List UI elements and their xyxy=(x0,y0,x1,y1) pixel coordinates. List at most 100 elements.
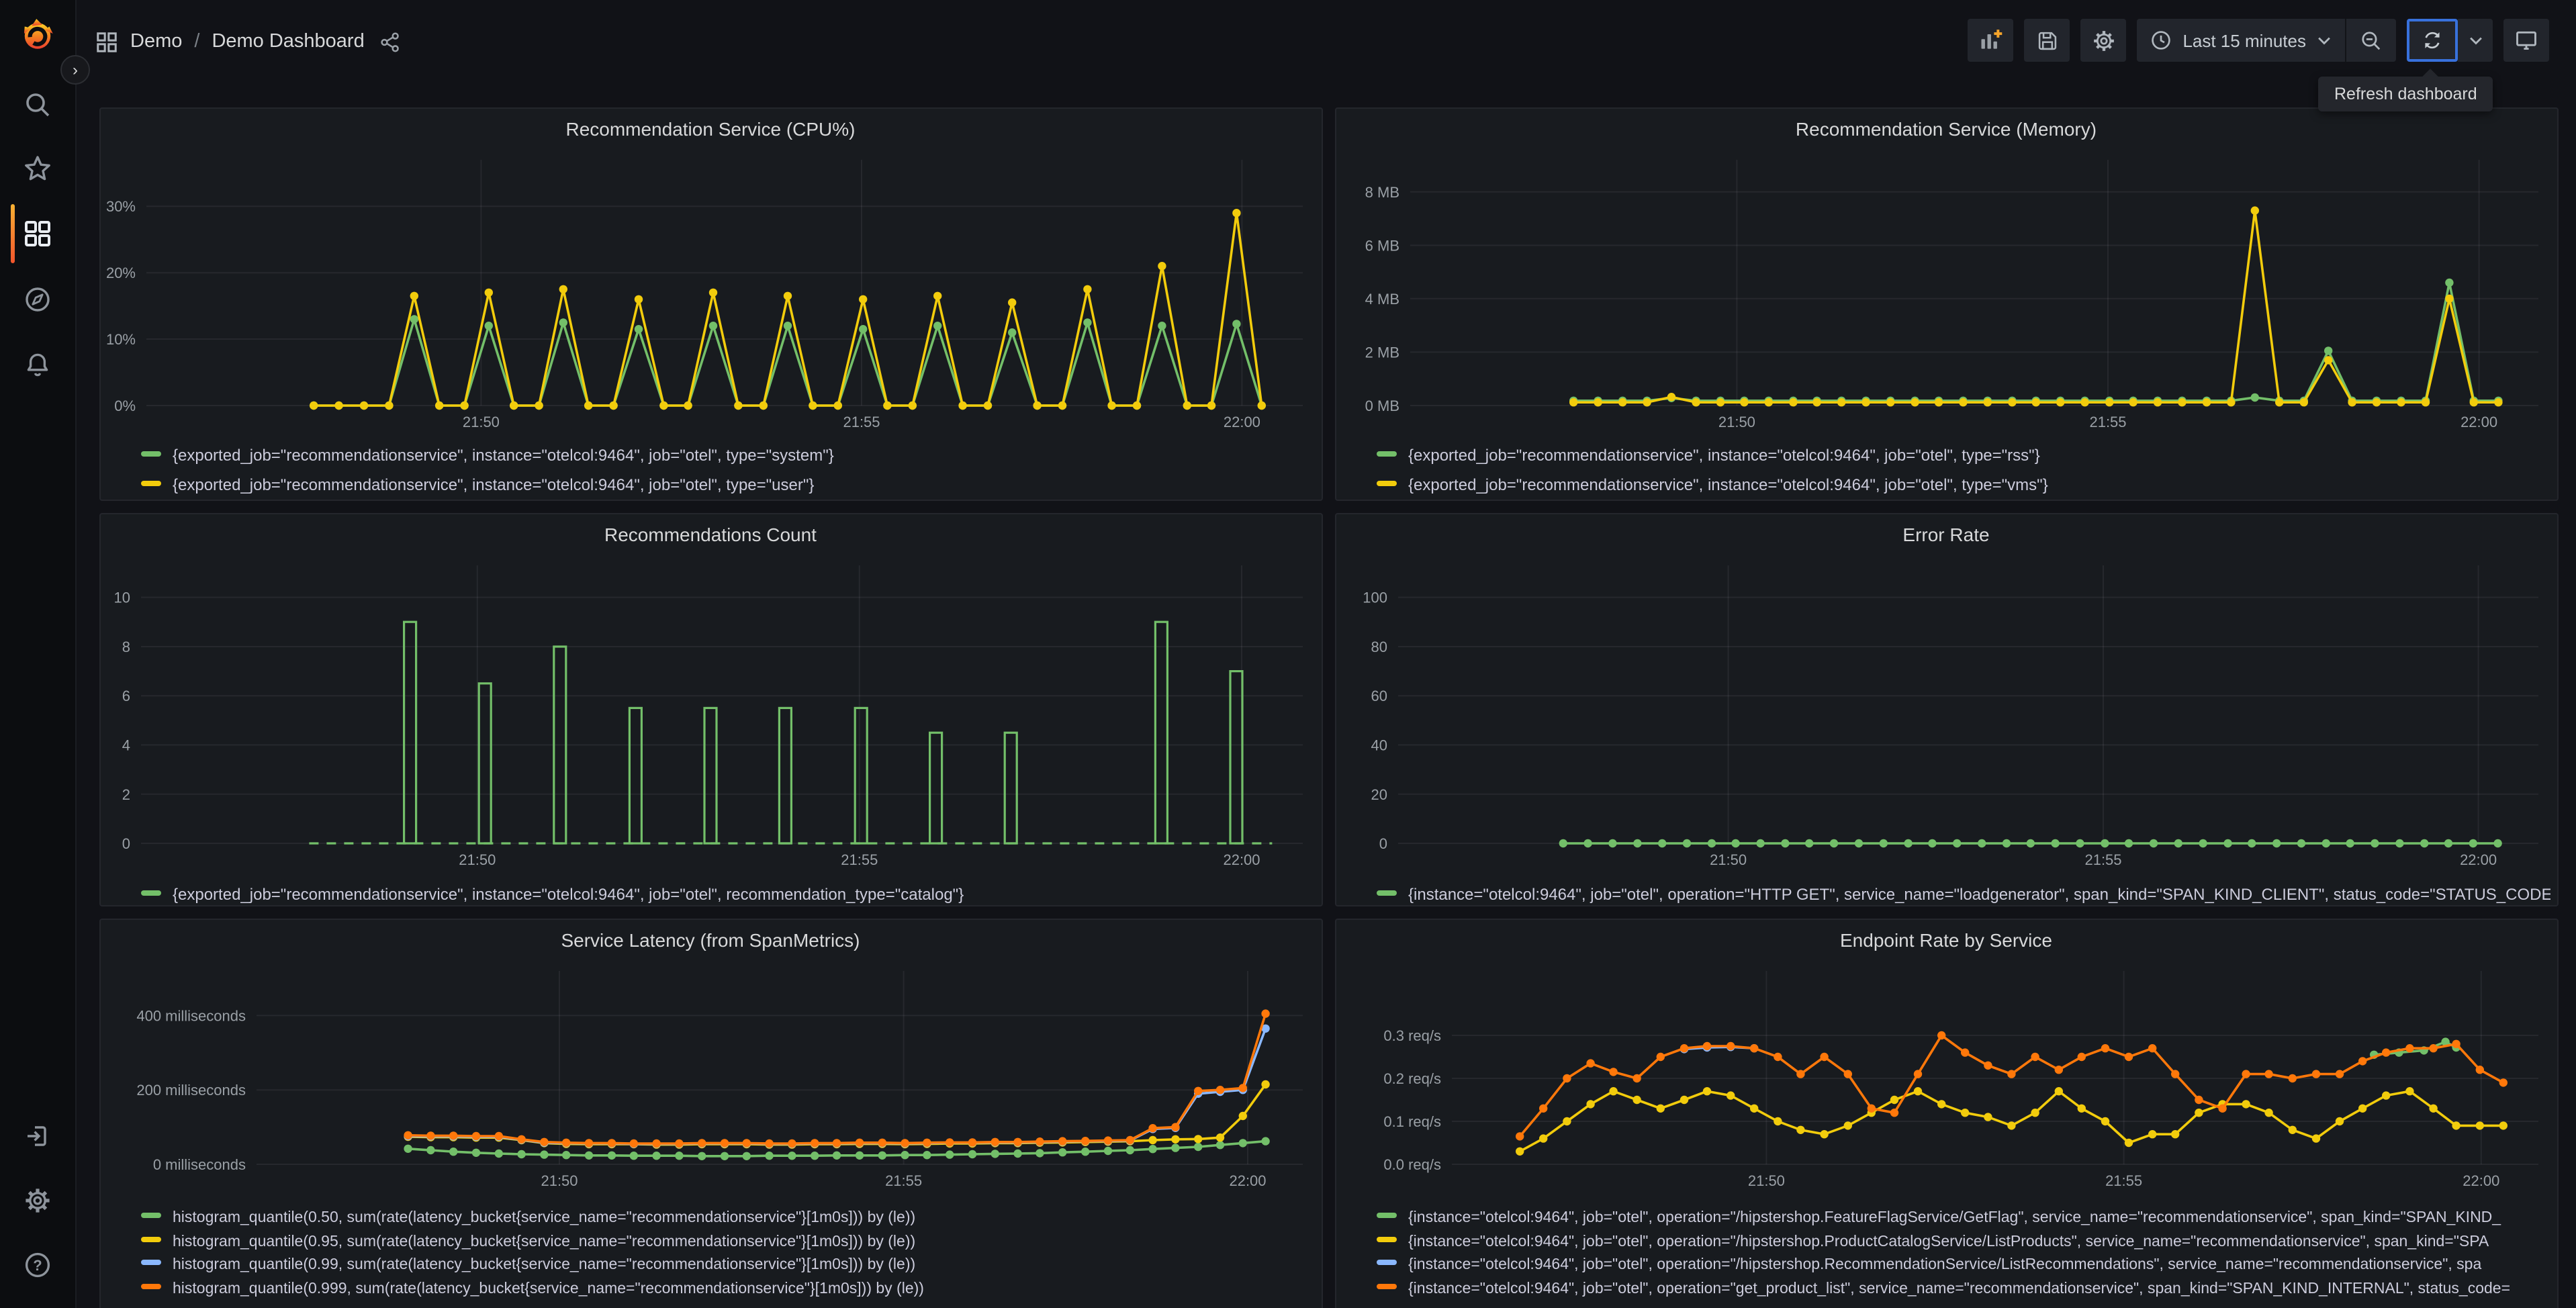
panel-title[interactable]: Recommendation Service (CPU%) xyxy=(565,118,856,139)
legend-label: {instance="otelcol:9464", job="otel", op… xyxy=(1408,884,2550,903)
dashboard-settings-button[interactable] xyxy=(2080,19,2127,62)
legend-item[interactable]: {exported_job="recommendationservice", i… xyxy=(140,879,1314,904)
svg-text:22:00: 22:00 xyxy=(2462,1172,2499,1189)
legend-swatch xyxy=(1376,1260,1396,1265)
panel-legend: {exported_job="recommendationservice", i… xyxy=(1376,440,2550,499)
svg-text:21:55: 21:55 xyxy=(884,1172,921,1189)
svg-text:?: ? xyxy=(33,1257,42,1274)
monitor-icon xyxy=(2516,31,2536,50)
legend-swatch xyxy=(140,451,160,456)
cycle-view-mode-button[interactable] xyxy=(2503,19,2549,62)
svg-text:100: 100 xyxy=(1362,589,1387,606)
legend-item[interactable]: histogram_quantile(0.50, sum(rate(latenc… xyxy=(140,1207,1314,1231)
star-icon xyxy=(25,156,50,181)
zoom-out-time-button[interactable] xyxy=(2346,19,2396,62)
svg-text:21:50: 21:50 xyxy=(458,851,495,868)
svg-text:22:00: 22:00 xyxy=(1222,851,1259,868)
legend-swatch xyxy=(140,480,160,485)
svg-text:21:50: 21:50 xyxy=(540,1172,577,1189)
legend-label: {instance="otelcol:9464", job="otel", op… xyxy=(1408,1257,2482,1273)
tooltip-refresh-dashboard: Refresh dashboard xyxy=(2318,77,2493,111)
svg-text:0 MB: 0 MB xyxy=(1365,397,1399,414)
sidebar-item-dashboards[interactable] xyxy=(23,219,52,248)
legend-label: {exported_job="recommendationservice", i… xyxy=(173,445,834,464)
svg-text:6: 6 xyxy=(122,687,130,704)
svg-text:30%: 30% xyxy=(105,197,135,214)
legend-swatch xyxy=(140,1260,160,1265)
legend-label: {instance="otelcol:9464", job="otel", op… xyxy=(1408,1233,2489,1250)
svg-text:21:55: 21:55 xyxy=(2105,1172,2142,1189)
legend-label: {instance="otelcol:9464", job="otel", op… xyxy=(1408,1280,2511,1297)
svg-text:21:55: 21:55 xyxy=(2084,851,2121,868)
svg-text:21:50: 21:50 xyxy=(1718,413,1755,430)
svg-text:22:00: 22:00 xyxy=(2459,851,2496,868)
legend-swatch xyxy=(140,1236,160,1242)
legend-item[interactable]: {instance="otelcol:9464", job="otel", op… xyxy=(1376,1231,2550,1254)
time-range-picker[interactable]: Last 15 minutes xyxy=(2137,19,2345,62)
divider xyxy=(2345,19,2346,62)
svg-text:22:00: 22:00 xyxy=(2460,413,2497,430)
legend-item[interactable]: histogram_quantile(0.999, sum(rate(laten… xyxy=(140,1278,1314,1301)
sidebar-expand-button[interactable]: › xyxy=(60,55,90,85)
legend-item[interactable]: histogram_quantile(0.95, sum(rate(latenc… xyxy=(140,1231,1314,1254)
settings-gear-icon xyxy=(26,1188,50,1213)
cpu-timeseries-chart[interactable]: 0% 10% 20% 30% 21:50 21:55 22:00 xyxy=(100,148,1321,437)
sidebar-item-explore[interactable] xyxy=(23,285,52,314)
svg-text:21:55: 21:55 xyxy=(840,851,877,868)
svg-text:21:55: 21:55 xyxy=(842,413,879,430)
dashboard-toolbar: Last 15 minutes xyxy=(1968,19,2549,62)
sidebar-item-starred[interactable] xyxy=(23,154,52,184)
legend-item[interactable]: {instance="otelcol:9464", job="otel", op… xyxy=(1376,1207,2550,1231)
legend-item[interactable]: {instance="otelcol:9464", job="otel", op… xyxy=(1376,1278,2550,1301)
help-icon: ? xyxy=(25,1252,50,1278)
legend-label: {exported_job="recommendationservice", i… xyxy=(1408,445,2040,464)
share-icon[interactable] xyxy=(379,30,402,53)
svg-text:22:00: 22:00 xyxy=(1228,1172,1265,1189)
panel-title[interactable]: Error Rate xyxy=(1902,523,1990,545)
refresh-dashboard-button[interactable] xyxy=(2407,19,2458,62)
explore-compass-icon xyxy=(26,287,50,312)
panel-recommendation-service-memory: Recommendation Service (Memory) 0 MB 2 MB… xyxy=(1334,107,2558,500)
legend-item[interactable]: {instance="otelcol:9464", job="otel", op… xyxy=(1376,879,2550,904)
panel-title[interactable]: Service Latency (from SpanMetrics) xyxy=(561,929,860,951)
refresh-interval-dropdown[interactable] xyxy=(2458,19,2493,62)
search-icon xyxy=(26,93,50,117)
panel-recommendation-service-cpu: Recommendation Service (CPU%) 0% 10% 20% 30… xyxy=(99,107,1322,500)
breadcrumb-section[interactable]: Demo xyxy=(130,31,183,52)
legend-label: histogram_quantile(0.999, sum(rate(laten… xyxy=(173,1280,924,1297)
panel-legend: {instance="otelcol:9464", job="otel", op… xyxy=(1376,1207,2550,1301)
panel-legend: {instance="otelcol:9464", job="otel", op… xyxy=(1376,879,2550,904)
legend-label: {instance="otelcol:9464", job="otel", op… xyxy=(1408,1210,2501,1226)
sidebar-item-configuration[interactable] xyxy=(23,1186,52,1215)
legend-label: histogram_quantile(0.99, sum(rate(latenc… xyxy=(173,1257,916,1273)
panel-title[interactable]: Endpoint Rate by Service xyxy=(1840,929,2052,951)
add-panel-button[interactable] xyxy=(1968,19,2014,62)
dashboards-grid-icon xyxy=(25,221,50,246)
sidebar-item-search[interactable] xyxy=(23,90,52,120)
legend-swatch xyxy=(1376,451,1396,456)
service-latency-chart[interactable]: 0 milliseconds 200 milliseconds 400 millis… xyxy=(100,960,1321,1191)
sidebar-item-sign-in[interactable] xyxy=(23,1121,52,1151)
svg-text:0.1 req/s: 0.1 req/s xyxy=(1383,1113,1440,1130)
legend-item[interactable]: {exported_job="recommendationservice", i… xyxy=(140,440,1314,469)
endpoint-rate-chart[interactable]: 0.0 req/s 0.1 req/s 0.2 req/s 0.3 req/s 21:5… xyxy=(1336,960,2557,1191)
legend-item[interactable]: {exported_job="recommendationservice", i… xyxy=(1376,440,2550,469)
sidebar-item-alerting[interactable] xyxy=(23,351,52,380)
save-dashboard-button[interactable] xyxy=(2024,19,2070,62)
panel-title[interactable]: Recommendations Count xyxy=(604,523,817,545)
legend-item[interactable]: histogram_quantile(0.99, sum(rate(latenc… xyxy=(140,1254,1314,1278)
svg-text:10: 10 xyxy=(113,589,130,606)
sidebar-item-help[interactable]: ? xyxy=(23,1250,52,1280)
svg-text:10%: 10% xyxy=(105,330,135,347)
legend-item[interactable]: {instance="otelcol:9464", job="otel", op… xyxy=(1376,1254,2550,1278)
svg-text:200 milliseconds: 200 milliseconds xyxy=(136,1082,245,1099)
legend-item[interactable]: {exported_job="recommendationservice", i… xyxy=(1376,469,2550,499)
breadcrumb-page[interactable]: Demo Dashboard xyxy=(212,31,365,52)
panel-title[interactable]: Recommendation Service (Memory) xyxy=(1795,118,2097,139)
svg-text:8: 8 xyxy=(122,638,130,655)
grafana-logo-icon[interactable] xyxy=(19,15,56,52)
recommendations-count-chart[interactable]: 0 2 4 6 8 10 21:50 21:55 22:00 xyxy=(100,554,1321,876)
memory-timeseries-chart[interactable]: 0 MB 2 MB 4 MB 6 MB 8 MB 21:50 21:55 22:00 xyxy=(1336,148,2557,437)
legend-item[interactable]: {exported_job="recommendationservice", i… xyxy=(140,469,1314,499)
error-rate-chart[interactable]: 0 20 40 60 80 100 21:50 21:55 22:00 xyxy=(1336,554,2557,876)
